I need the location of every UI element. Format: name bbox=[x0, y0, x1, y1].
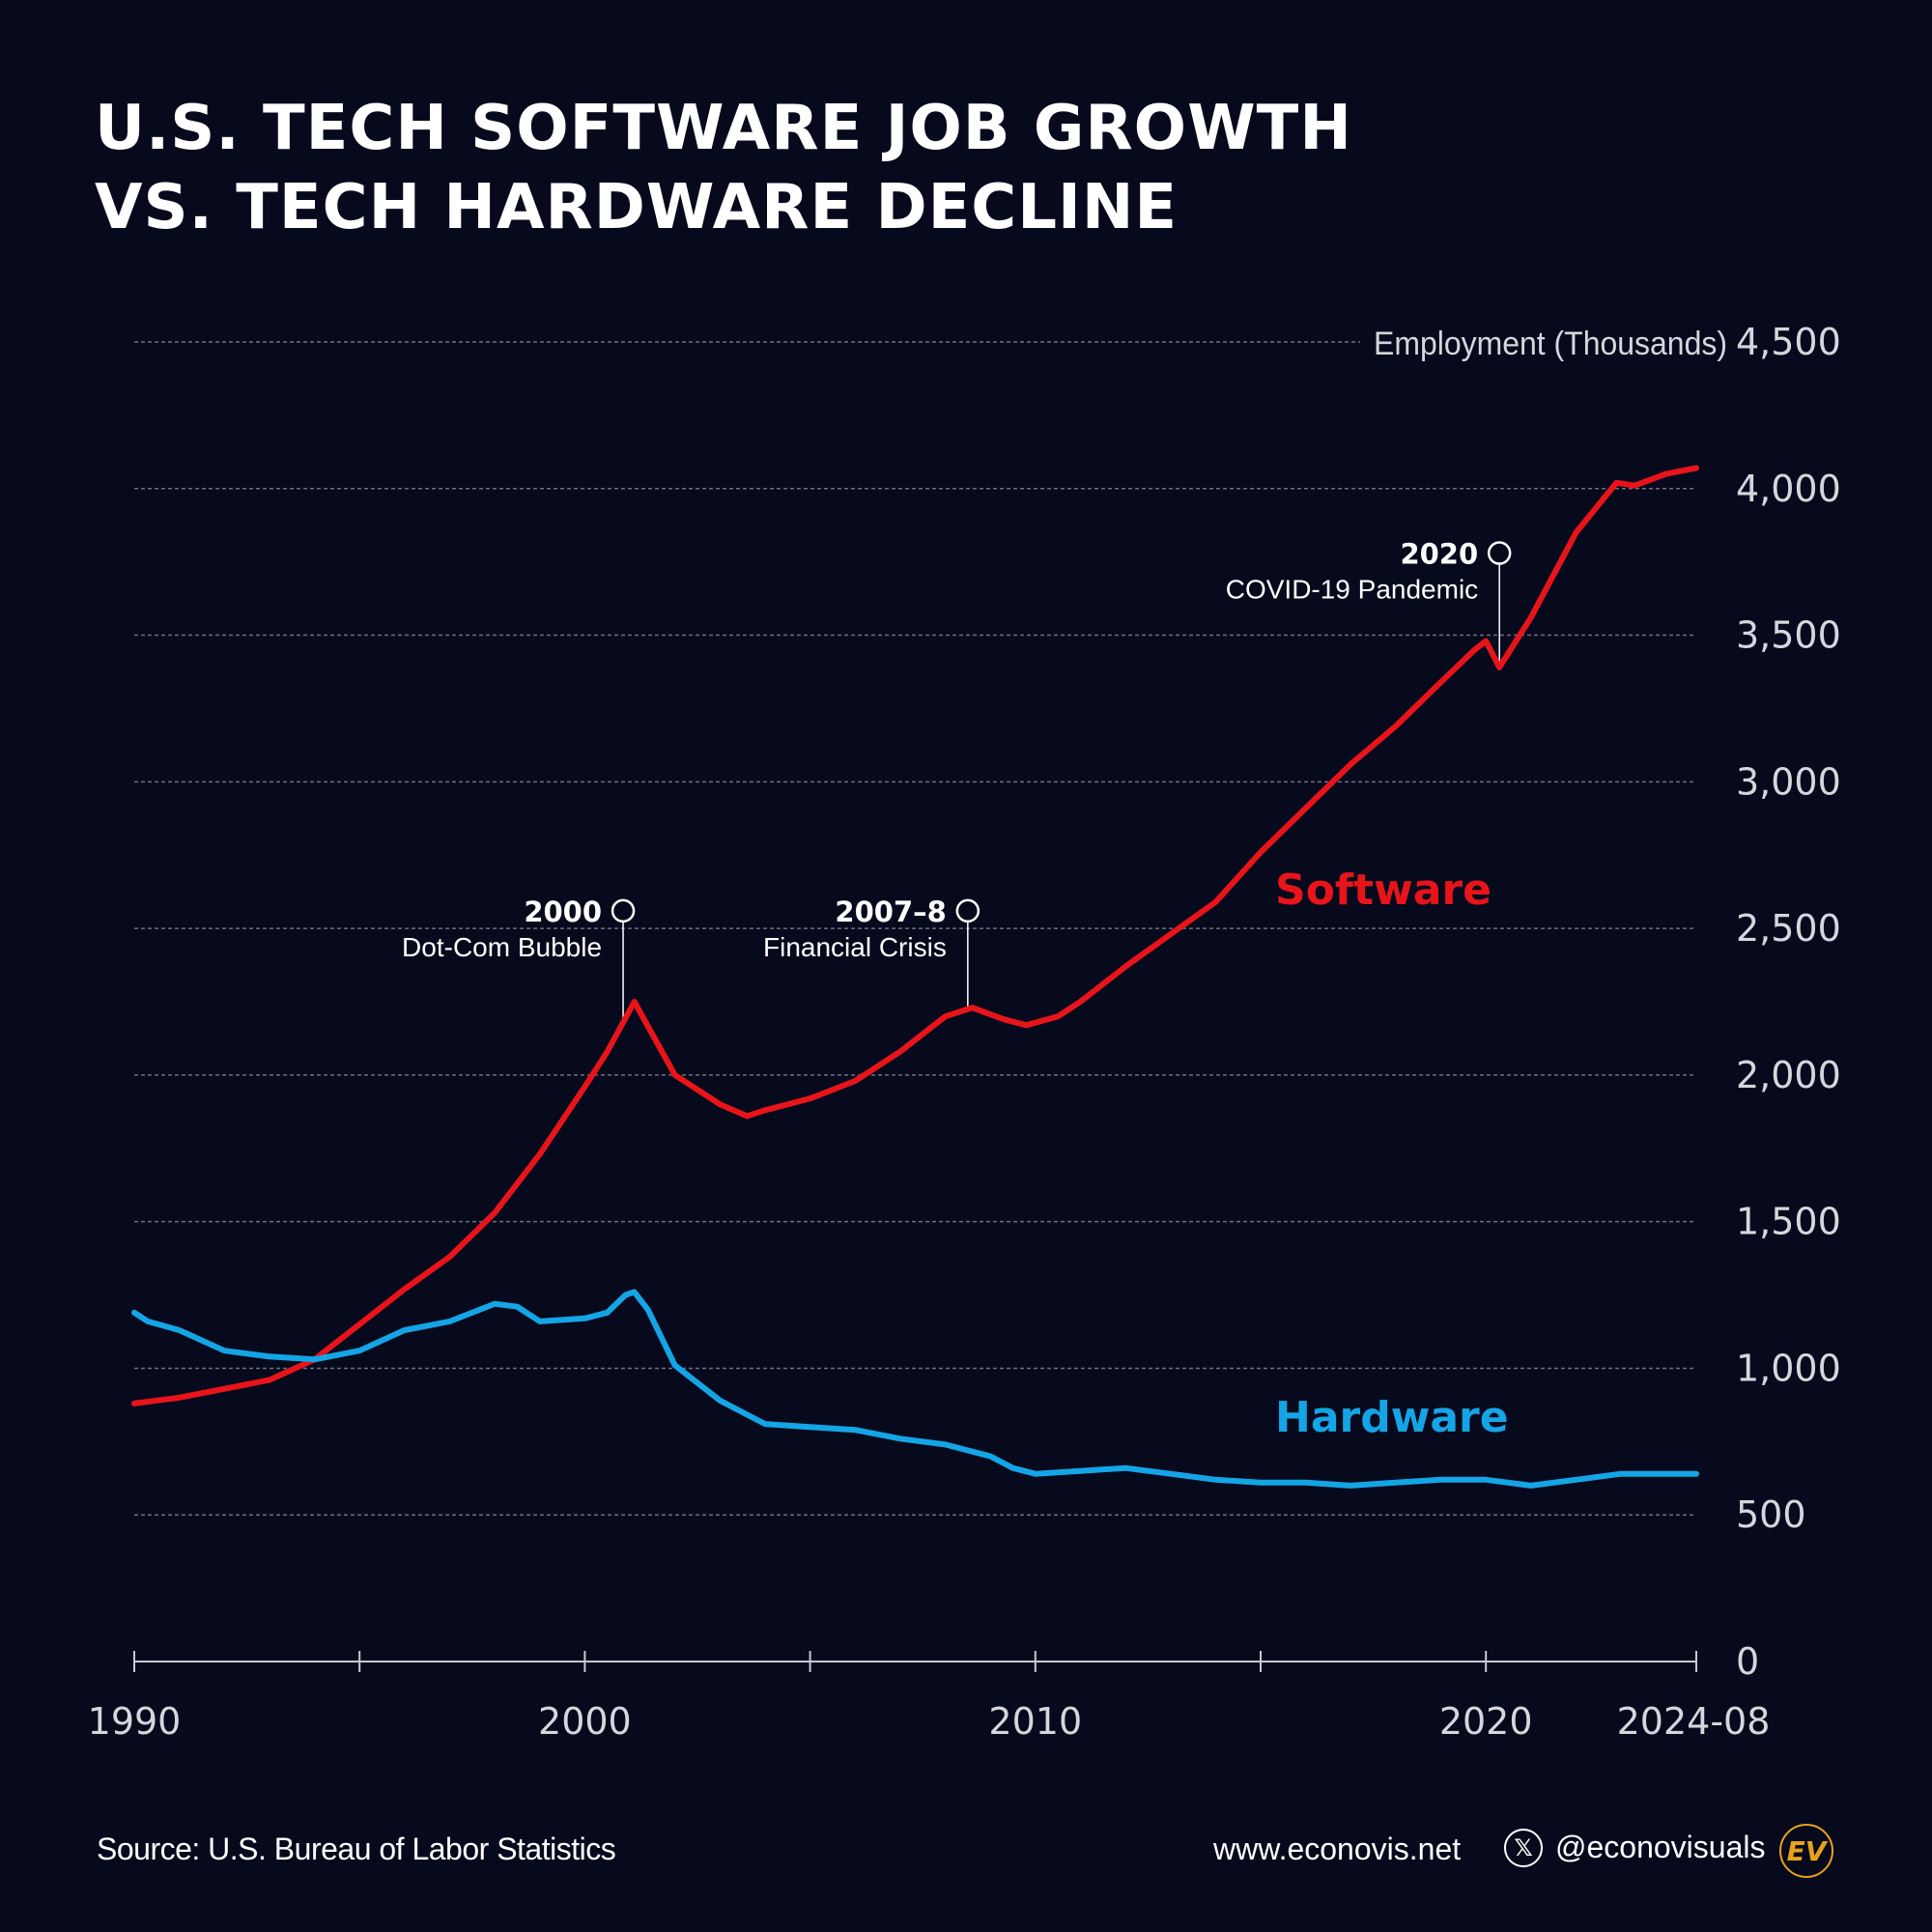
x-tick-label: 2024-08 bbox=[1617, 1700, 1771, 1743]
annotation-text: Dot-Com Bubble bbox=[402, 932, 602, 962]
y-tick-label: 1,500 bbox=[1736, 1201, 1841, 1243]
y-tick-label: 3,500 bbox=[1736, 614, 1841, 657]
annotation-marker bbox=[955, 898, 980, 923]
y-tick-label: 2,000 bbox=[1736, 1054, 1841, 1096]
y-tick-label: 3,000 bbox=[1736, 760, 1841, 803]
series-line-hardware bbox=[131, 1289, 1699, 1489]
y-tick-label: 500 bbox=[1736, 1493, 1806, 1536]
y-tick-label: 2,500 bbox=[1736, 907, 1841, 950]
chart-title: U.S. TECH SOFTWARE JOB GROWTH VS. TECH H… bbox=[95, 89, 1352, 247]
x-tick-label: 2020 bbox=[1439, 1700, 1533, 1743]
x-tick-label: 1990 bbox=[88, 1700, 182, 1743]
annotation-year: 2000 bbox=[524, 895, 602, 928]
series-label-software: Software bbox=[1275, 866, 1492, 915]
y-tick-label: 1,000 bbox=[1736, 1347, 1841, 1389]
chart-title-line-2: VS. TECH HARDWARE DECLINE bbox=[95, 172, 1179, 243]
website-link[interactable]: www.econovis.net bbox=[1213, 1832, 1462, 1866]
source-note: Source: U.S. Bureau of Labor Statistics bbox=[97, 1832, 616, 1866]
x-logo-icon: 𝕏 bbox=[1504, 1829, 1543, 1867]
series-line-software bbox=[131, 465, 1699, 1406]
series-label-hardware: Hardware bbox=[1275, 1393, 1509, 1442]
chart-title-line-1: U.S. TECH SOFTWARE JOB GROWTH bbox=[95, 93, 1352, 164]
y-axis-title: Employment (Thousands) bbox=[1374, 326, 1727, 362]
y-tick-label: 4,000 bbox=[1736, 468, 1841, 510]
annotation-marker bbox=[1487, 541, 1512, 565]
econovis-logo-icon: EV bbox=[1779, 1824, 1833, 1878]
y-tick-label: 4,500 bbox=[1736, 321, 1841, 363]
annotation-year: 2020 bbox=[1400, 538, 1478, 571]
annotation-text: COVID-19 Pandemic bbox=[1226, 575, 1478, 605]
annotation-year: 2007–8 bbox=[835, 895, 946, 928]
annotation-text: Financial Crisis bbox=[763, 932, 947, 962]
y-tick-label: 0 bbox=[1736, 1640, 1759, 1683]
x-tick-label: 2010 bbox=[988, 1700, 1082, 1743]
social-handle[interactable]: @econovisuals bbox=[1555, 1830, 1766, 1864]
annotation-marker bbox=[611, 898, 636, 923]
x-tick-label: 2000 bbox=[538, 1700, 632, 1743]
